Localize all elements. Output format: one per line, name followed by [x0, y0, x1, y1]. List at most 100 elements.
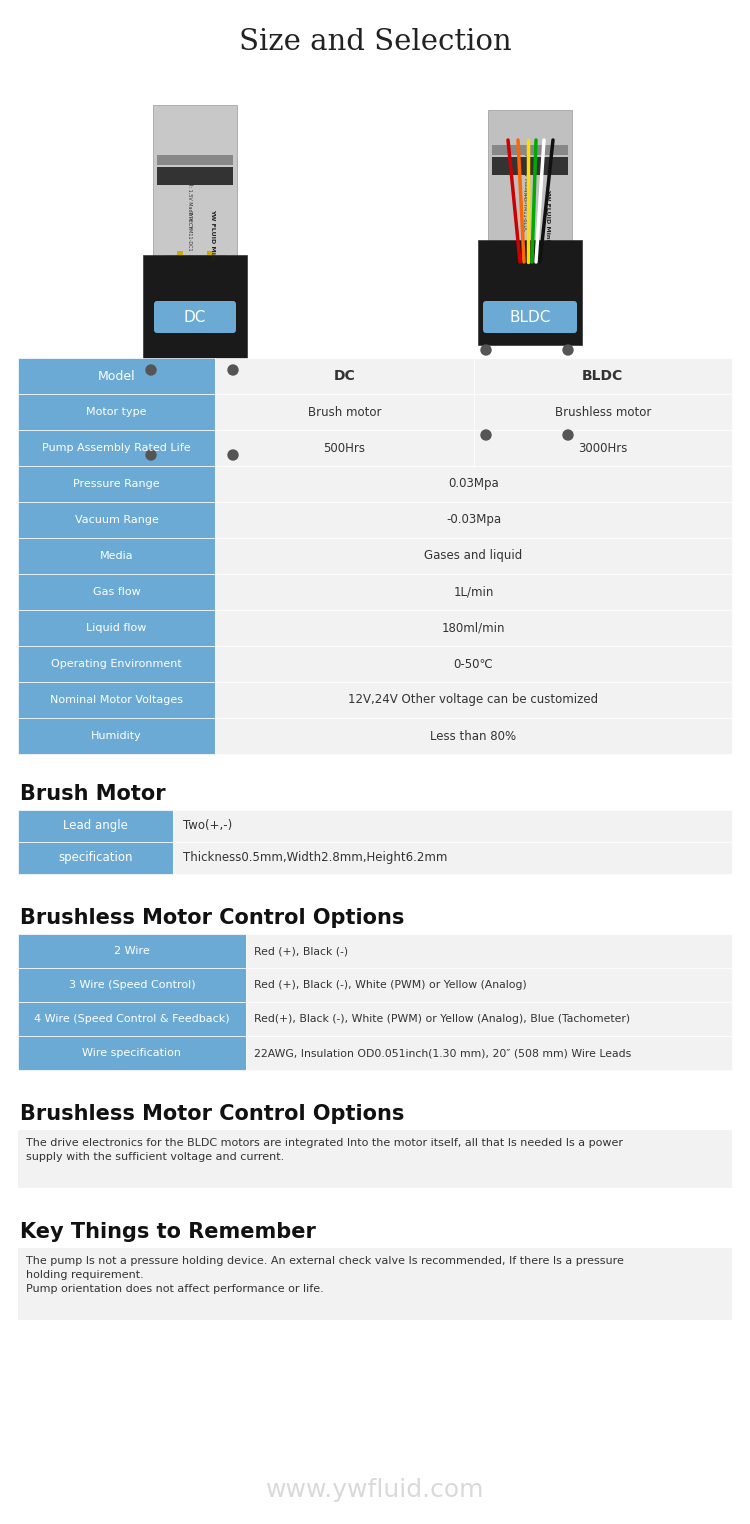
Circle shape [146, 450, 156, 460]
Text: Pressure Range: Pressure Range [74, 479, 160, 489]
Text: 3 Wire (Speed Control): 3 Wire (Speed Control) [69, 980, 195, 991]
Bar [175, 261, 215, 267]
Text: Motor type: Motor type [86, 407, 147, 418]
Bar [215, 610, 732, 646]
Bar [157, 155, 233, 165]
Text: Red (+), Black (-): Red (+), Black (-) [254, 946, 348, 956]
Bar [488, 110, 572, 255]
Text: Less than 80%: Less than 80% [430, 730, 517, 742]
Bar [246, 1001, 732, 1036]
Text: Two(+,-): Two(+,-) [183, 820, 232, 832]
Bar [246, 968, 732, 1001]
Text: Thickness0.5mm,Width2.8mm,Height6.2mm: Thickness0.5mm,Width2.8mm,Height6.2mm [183, 852, 447, 864]
Bar [18, 358, 215, 395]
Text: DC: DC [333, 369, 356, 383]
Text: DC: DC [184, 309, 206, 325]
Bar [18, 538, 215, 575]
Circle shape [563, 344, 573, 355]
Bar [157, 168, 233, 184]
Text: 0-50℃: 0-50℃ [454, 657, 494, 671]
Circle shape [481, 344, 491, 355]
Circle shape [563, 430, 573, 440]
Text: Nominal Motor Voltages: Nominal Motor Voltages [50, 695, 183, 706]
Bar [215, 538, 732, 575]
Circle shape [228, 366, 238, 375]
Text: U: 1.5V Made in Ch: U: 1.5V Made in Ch [188, 181, 193, 229]
Text: 12V,24V Other voltage can be customized: 12V,24V Other voltage can be customized [349, 693, 598, 707]
Text: Key Things to Remember: Key Things to Remember [20, 1222, 316, 1242]
Bar [473, 358, 732, 395]
Bar [215, 646, 732, 683]
Bar [215, 466, 732, 501]
Bar [18, 1248, 732, 1320]
Bar [246, 1036, 732, 1070]
Bar [18, 1129, 732, 1189]
Bar [18, 718, 215, 754]
Text: 3000Hrs: 3000Hrs [578, 442, 628, 454]
Bar [18, 809, 173, 841]
Text: TYPE: YM11-BLDC: TYPE: YM11-BLDC [523, 189, 527, 232]
Bar [502, 251, 558, 258]
Bar [478, 239, 582, 344]
Text: Humidity: Humidity [92, 732, 142, 741]
Text: BLDC: BLDC [509, 309, 550, 325]
Bar [18, 646, 215, 683]
Circle shape [481, 430, 491, 440]
Text: YW FLUID Mini: YW FLUID Mini [545, 189, 550, 241]
Text: Red (+), Black (-), White (PWM) or Yellow (Analog): Red (+), Black (-), White (PWM) or Yello… [254, 980, 526, 991]
Text: Brushless motor: Brushless motor [554, 405, 651, 419]
Bar [18, 1036, 246, 1070]
Text: 22AWG, Insulation OD0.051inch(1.30 mm), 20″ (508 mm) Wire Leads: 22AWG, Insulation OD0.051inch(1.30 mm), … [254, 1049, 632, 1058]
Text: 0.03Mpa: 0.03Mpa [448, 477, 499, 491]
Bar [246, 934, 732, 968]
Bar [215, 501, 732, 538]
Text: BLDC: BLDC [582, 369, 623, 383]
Bar [18, 395, 215, 430]
Text: Brush Motor: Brush Motor [20, 783, 166, 805]
FancyBboxPatch shape [154, 302, 236, 334]
Bar [18, 501, 215, 538]
Bar [215, 683, 732, 718]
Circle shape [146, 366, 156, 375]
Bar [18, 968, 246, 1001]
Text: U: 24V Made in Ch: U: 24V Made in Ch [523, 160, 527, 206]
Text: www.ywfluid.com: www.ywfluid.com [266, 1478, 484, 1503]
Text: specification: specification [58, 852, 133, 864]
Bar [18, 1001, 246, 1036]
Bar [215, 575, 732, 610]
Bar [165, 255, 225, 264]
Bar [18, 934, 246, 968]
Bar [492, 157, 568, 175]
Bar [18, 683, 215, 718]
Text: Red(+), Black (-), White (PWM) or Yellow (Analog), Blue (Tachometer): Red(+), Black (-), White (PWM) or Yellow… [254, 1013, 630, 1024]
Bar [473, 395, 732, 430]
Bar [200, 363, 210, 376]
Text: Size and Selection: Size and Selection [238, 27, 512, 56]
Circle shape [228, 450, 238, 460]
Bar [215, 718, 732, 754]
Bar [473, 430, 732, 466]
Text: YW FLUID Mini: YW FLUID Mini [211, 209, 215, 261]
Text: The pump Is not a pressure holding device. An external check valve Is recommende: The pump Is not a pressure holding devic… [26, 1256, 624, 1294]
Text: Brushless Motor Control Options: Brushless Motor Control Options [20, 908, 404, 928]
Text: Brush motor: Brush motor [308, 405, 381, 419]
Text: Pump Assembly Rated Life: Pump Assembly Rated Life [42, 443, 190, 453]
Text: Wire specification: Wire specification [82, 1049, 182, 1058]
Bar [207, 251, 213, 273]
Text: P:3M: P:3M [188, 174, 193, 186]
Bar [177, 251, 183, 273]
Text: 4 Wire (Speed Control & Feedback): 4 Wire (Speed Control & Feedback) [34, 1013, 230, 1024]
Bar [215, 395, 473, 430]
Text: Liquid flow: Liquid flow [86, 623, 147, 632]
Bar [18, 575, 215, 610]
Text: -0.03Mpa: -0.03Mpa [446, 514, 501, 526]
Text: Operating Environment: Operating Environment [51, 658, 182, 669]
Text: Media: Media [100, 552, 134, 561]
Text: 2 Wire: 2 Wire [114, 946, 150, 956]
Text: Gases and liquid: Gases and liquid [424, 550, 523, 562]
Text: Model: Model [98, 369, 135, 383]
Text: Brushless Motor Control Options: Brushless Motor Control Options [20, 1103, 404, 1125]
Bar [215, 358, 473, 395]
Text: Lead angle: Lead angle [63, 820, 128, 832]
Bar [518, 251, 542, 262]
